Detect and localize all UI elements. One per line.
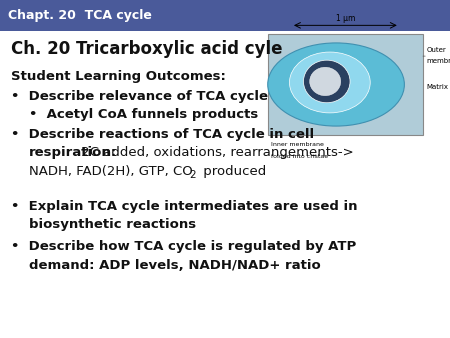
- Ellipse shape: [310, 67, 341, 96]
- Text: 1 µm: 1 µm: [336, 14, 355, 23]
- Ellipse shape: [303, 60, 350, 103]
- Text: Inner membrane: Inner membrane: [271, 142, 324, 147]
- Text: •  Describe reactions of TCA cycle in cell: • Describe reactions of TCA cycle in cel…: [11, 128, 315, 141]
- Text: Student Learning Outcomes:: Student Learning Outcomes:: [11, 70, 226, 82]
- FancyBboxPatch shape: [0, 0, 450, 31]
- Text: 2C added, oxidations, rearrangements->: 2C added, oxidations, rearrangements->: [77, 146, 354, 159]
- Text: •  Acetyl CoA funnels products: • Acetyl CoA funnels products: [29, 108, 258, 121]
- Text: •  Explain TCA cycle intermediates are used in: • Explain TCA cycle intermediates are us…: [11, 200, 358, 213]
- Text: membrane: membrane: [427, 58, 450, 64]
- FancyBboxPatch shape: [268, 34, 423, 135]
- Text: biosynthetic reactions: biosynthetic reactions: [29, 218, 196, 231]
- Text: produced: produced: [199, 165, 266, 178]
- Text: •  Describe how TCA cycle is regulated by ATP: • Describe how TCA cycle is regulated by…: [11, 240, 356, 253]
- Ellipse shape: [268, 43, 405, 126]
- Text: •  Describe relevance of TCA cycle: • Describe relevance of TCA cycle: [11, 90, 268, 103]
- Text: respiration:: respiration:: [29, 146, 117, 159]
- Text: Matrix: Matrix: [427, 83, 449, 90]
- Text: NADH, FAD(2H), GTP, CO: NADH, FAD(2H), GTP, CO: [29, 165, 193, 178]
- Text: 2: 2: [189, 170, 196, 180]
- Ellipse shape: [289, 52, 370, 113]
- Text: folded into cristae: folded into cristae: [271, 154, 328, 159]
- Text: Chapt. 20  TCA cycle: Chapt. 20 TCA cycle: [8, 9, 152, 22]
- Text: demand: ADP levels, NADH/NAD+ ratio: demand: ADP levels, NADH/NAD+ ratio: [29, 259, 321, 272]
- Text: Ch. 20 Tricarboxylic acid cyle: Ch. 20 Tricarboxylic acid cyle: [11, 40, 283, 58]
- Text: Outer: Outer: [427, 47, 446, 53]
